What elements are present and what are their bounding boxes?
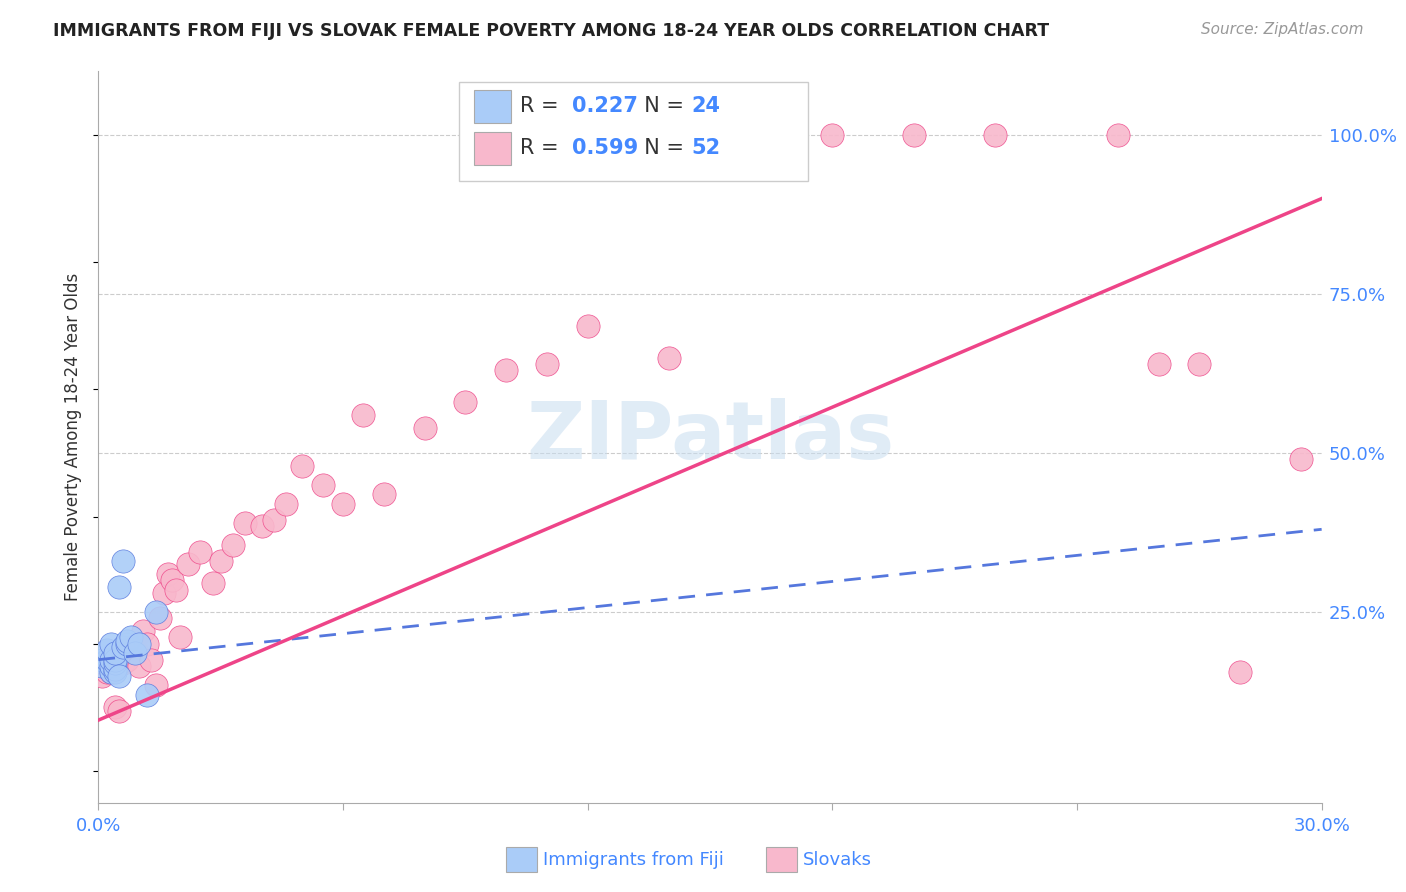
Point — [332, 497, 354, 511]
Point — [156, 566, 179, 581]
Point — [120, 640, 142, 654]
Point — [141, 653, 163, 667]
Text: Immigrants from Fiji: Immigrants from Fiji — [543, 851, 724, 869]
Text: ZIPatlas: ZIPatlas — [526, 398, 894, 476]
Point — [1147, 357, 1170, 371]
Text: N =: N = — [630, 96, 690, 117]
Point — [132, 624, 155, 638]
Point — [100, 665, 122, 680]
Text: Slovaks: Slovaks — [803, 851, 872, 869]
Point — [373, 487, 395, 501]
Point — [454, 395, 477, 409]
Point — [165, 582, 187, 597]
Point — [250, 519, 273, 533]
Point — [1188, 357, 1211, 371]
Point — [740, 128, 762, 142]
Point — [136, 637, 159, 651]
Point — [96, 643, 118, 657]
Text: N =: N = — [630, 138, 690, 158]
Point — [111, 554, 134, 568]
Point — [100, 659, 122, 673]
Point — [96, 659, 118, 673]
Point — [413, 420, 436, 434]
Point — [658, 351, 681, 365]
Point — [169, 631, 191, 645]
Point — [201, 576, 224, 591]
Point — [108, 704, 131, 718]
Point — [128, 659, 150, 673]
Point — [104, 646, 127, 660]
Y-axis label: Female Poverty Among 18-24 Year Olds: Female Poverty Among 18-24 Year Olds — [65, 273, 83, 601]
Point — [96, 653, 118, 667]
Point — [104, 653, 127, 667]
Point — [100, 665, 122, 680]
Point — [209, 554, 232, 568]
Text: 24: 24 — [692, 96, 721, 117]
Text: R =: R = — [520, 138, 565, 158]
Text: 0.227: 0.227 — [572, 96, 638, 117]
Text: 52: 52 — [692, 138, 721, 158]
Point — [1229, 665, 1251, 680]
Point — [108, 649, 131, 664]
Text: 0.599: 0.599 — [572, 138, 638, 158]
Text: R =: R = — [520, 96, 565, 117]
Point — [536, 357, 558, 371]
Point — [222, 538, 245, 552]
Point — [115, 653, 138, 667]
Point — [352, 408, 374, 422]
Point — [111, 640, 134, 654]
FancyBboxPatch shape — [460, 82, 808, 181]
Point — [145, 678, 167, 692]
Point — [188, 544, 212, 558]
Point — [149, 611, 172, 625]
Point — [104, 665, 127, 680]
Point — [111, 656, 134, 670]
Point — [91, 668, 114, 682]
Point — [136, 688, 159, 702]
Point — [1107, 128, 1129, 142]
Point — [115, 633, 138, 648]
Point — [291, 458, 314, 473]
Point — [984, 128, 1007, 142]
Point — [495, 363, 517, 377]
FancyBboxPatch shape — [474, 132, 510, 165]
Point — [263, 513, 285, 527]
Point — [91, 653, 114, 667]
Point — [124, 640, 146, 654]
Text: Source: ZipAtlas.com: Source: ZipAtlas.com — [1201, 22, 1364, 37]
Point — [115, 637, 138, 651]
Point — [104, 656, 127, 670]
Point — [108, 580, 131, 594]
Point — [576, 318, 599, 333]
Point — [124, 646, 146, 660]
Point — [274, 497, 297, 511]
Point — [100, 653, 122, 667]
Point — [145, 605, 167, 619]
Point — [1291, 452, 1313, 467]
Point — [821, 128, 844, 142]
Point — [177, 558, 200, 572]
Point — [104, 700, 127, 714]
Point — [233, 516, 256, 530]
Point — [120, 631, 142, 645]
Point — [128, 637, 150, 651]
Point — [108, 668, 131, 682]
Text: IMMIGRANTS FROM FIJI VS SLOVAK FEMALE POVERTY AMONG 18-24 YEAR OLDS CORRELATION : IMMIGRANTS FROM FIJI VS SLOVAK FEMALE PO… — [53, 22, 1049, 40]
Point — [903, 128, 925, 142]
Point — [312, 477, 335, 491]
Point — [96, 665, 118, 680]
Point — [104, 653, 127, 667]
Point — [91, 659, 114, 673]
Point — [100, 637, 122, 651]
FancyBboxPatch shape — [474, 90, 510, 123]
Point — [104, 662, 127, 676]
Point — [152, 586, 174, 600]
Point — [160, 573, 183, 587]
